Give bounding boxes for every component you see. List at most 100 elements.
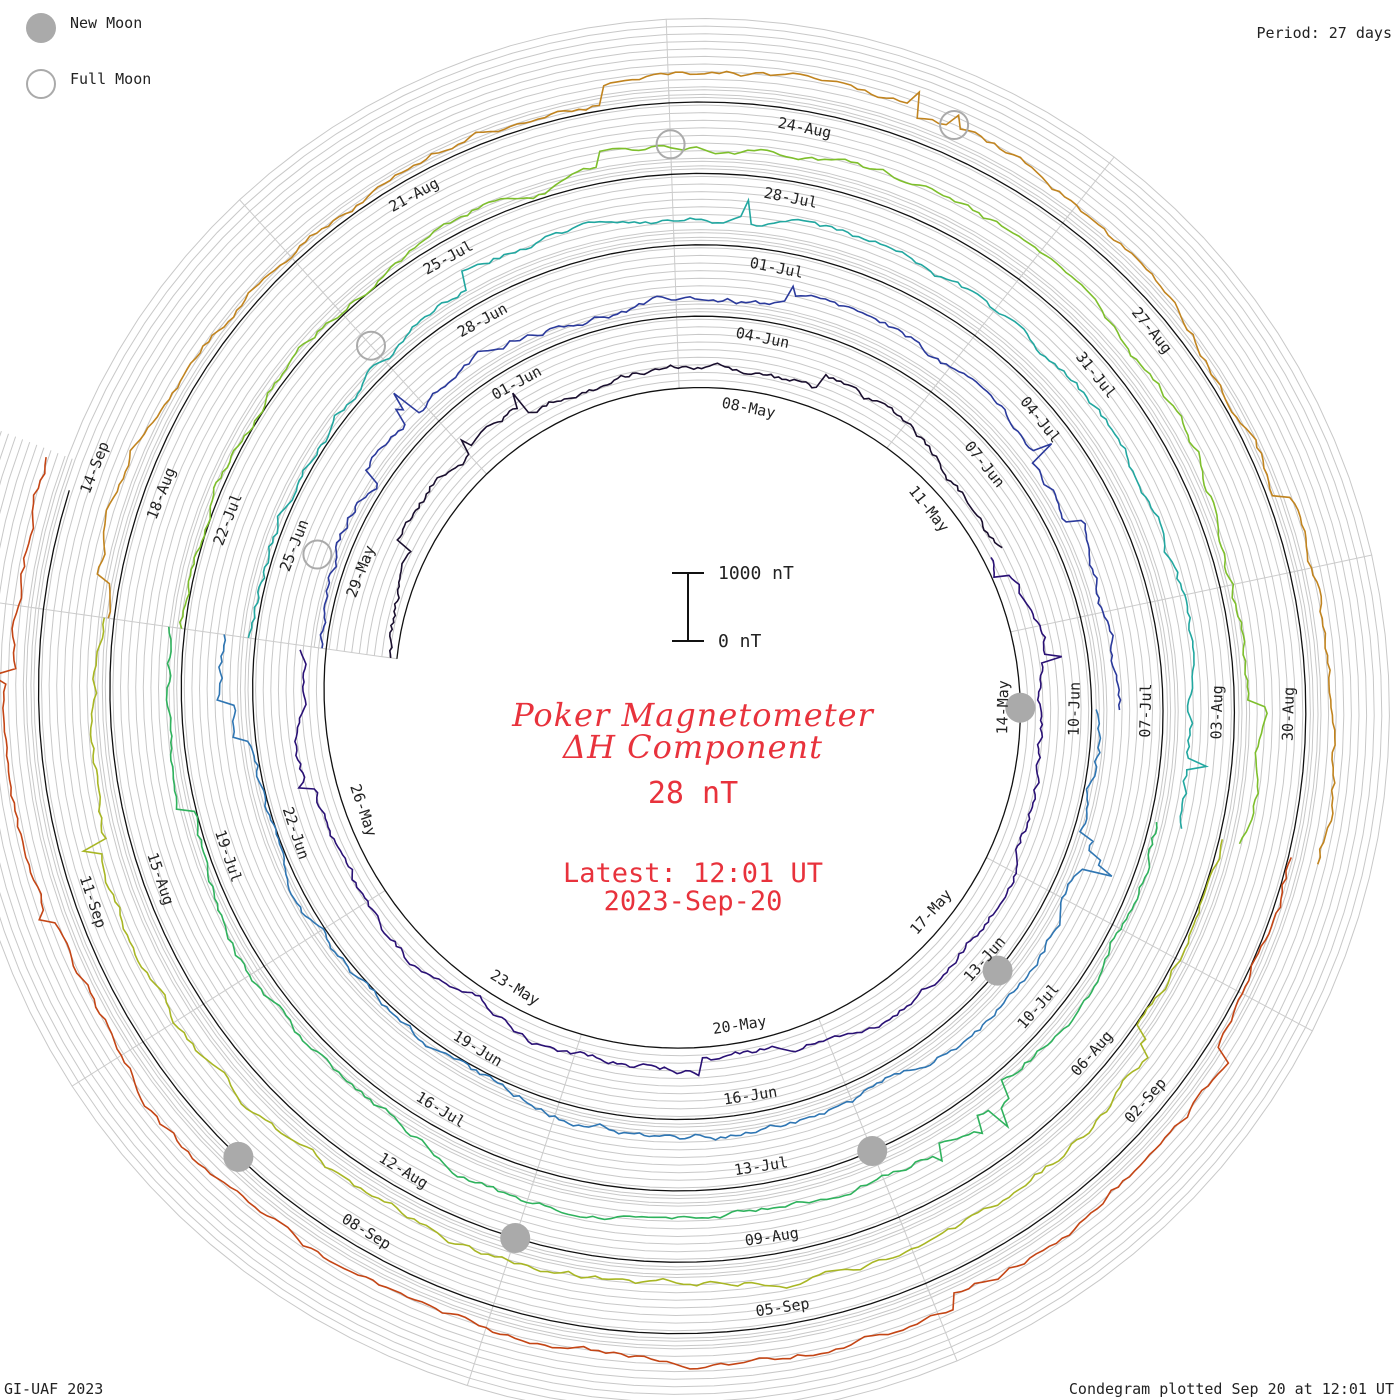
date-label: 30-Aug (1279, 687, 1298, 742)
legend-full-moon-label: Full Moon (70, 70, 152, 88)
day-spoke (898, 1217, 931, 1296)
day-spoke (286, 252, 344, 316)
day-spoke (930, 325, 983, 393)
day-spoke (382, 358, 440, 422)
chart-subtitle: ΔH Component (562, 728, 824, 766)
grid-spiral-7 (0, 48, 1360, 1388)
new-moon-marker (1005, 692, 1036, 723)
date-label: 23-May (487, 966, 543, 1010)
date-label: 16-Jun (722, 1083, 778, 1109)
grid-spiral-6 (0, 55, 1352, 1380)
day-spoke (1289, 554, 1373, 573)
day-spoke (313, 890, 386, 936)
day-spoke (670, 161, 675, 246)
chart-title: Poker Magnetometer (512, 696, 874, 734)
day-spoke (430, 411, 487, 475)
day-spoke (192, 965, 265, 1012)
day-spoke (71, 1041, 144, 1087)
day-spoke (1010, 613, 1093, 633)
grid-spiral-2 (22, 86, 1322, 1350)
date-label: 08-Sep (339, 1210, 395, 1254)
latest-time: Latest: 12:01 UT (562, 858, 824, 889)
scale-top-label: 1000 nT (718, 563, 794, 584)
grid-spiral-9 (0, 33, 1375, 1400)
day-spoke (313, 646, 397, 660)
day-spoke (925, 1283, 958, 1362)
new-moon-marker (857, 1136, 888, 1166)
date-label: 20-May (711, 1012, 767, 1038)
day-spoke (1018, 212, 1071, 280)
new-moon-marker (223, 1141, 254, 1172)
day-spokes (0, 18, 1373, 1386)
day-spoke (886, 381, 939, 449)
new-moon-marker (982, 955, 1013, 986)
grid-spiral-4 (7, 71, 1337, 1365)
day-spoke (242, 636, 327, 650)
date-label: 14-May (993, 680, 1012, 735)
series-turn-4 (216, 634, 1113, 1141)
new-moon-marker (500, 1223, 531, 1253)
grid-spiral-3 (15, 78, 1330, 1357)
series-turn-5 (247, 197, 1209, 829)
period-label: Period: 27 days (1256, 24, 1392, 42)
day-spoke (334, 305, 392, 369)
day-spoke (0, 602, 44, 610)
grid-spiral-1 (30, 93, 1314, 1342)
legend-new-moon-label: New Moon (70, 14, 143, 32)
date-label: 14-Sep (76, 439, 112, 496)
day-spoke (668, 90, 673, 175)
day-spoke (554, 1034, 582, 1115)
series-turn-6 (165, 626, 1158, 1221)
series-turn-3 (319, 284, 1122, 711)
day-spoke (172, 626, 256, 640)
full-moon-marker (655, 129, 686, 160)
series-turn-8 (80, 617, 1224, 1289)
date-label: 16-Jul (413, 1088, 469, 1132)
grid-spiral-5 (0, 63, 1345, 1373)
plotted-timestamp: Condegram plotted Sep 20 at 12:01 UT (1068, 1380, 1394, 1398)
grid-rings (0, 17, 1390, 1400)
full-moon-icon (26, 69, 56, 99)
series-turn-7 (178, 144, 1268, 845)
day-spoke (1238, 991, 1313, 1032)
data-series (0, 70, 1336, 1370)
date-label: 22-Jul (209, 491, 245, 548)
day-spoke (986, 857, 1061, 898)
date-label: 19-Jun (450, 1027, 506, 1071)
day-spoke (101, 616, 185, 630)
day-spoke (238, 199, 296, 263)
date-label: 12-Aug (376, 1149, 432, 1193)
series-turn-10 (0, 456, 1293, 1370)
series-turn-9 (96, 70, 1336, 865)
day-spoke (132, 1003, 204, 1049)
grid-spiral-8 (0, 40, 1368, 1395)
full-moon-marker (939, 110, 970, 140)
date-label: 05-Sep (754, 1294, 810, 1320)
full-moon-marker (356, 330, 386, 361)
day-spoke (1062, 156, 1115, 224)
baseline-spiral-path (37, 101, 1307, 1335)
day-spoke (818, 1018, 851, 1097)
date-label: 09-Aug (744, 1224, 800, 1250)
series-turn-1 (388, 362, 1003, 658)
full-moon-marker (302, 539, 333, 570)
day-spoke (974, 268, 1027, 336)
day-spoke (30, 606, 115, 620)
scale-bar (672, 572, 704, 642)
date-label: 18-Aug (143, 465, 179, 522)
date-label: 29-May (342, 543, 378, 600)
new-moon-icon (26, 13, 56, 43)
day-spoke (1080, 599, 1163, 618)
scale-bottom-label: 0 nT (718, 631, 762, 652)
credit-label: GI-UAF 2023 (4, 1380, 104, 1398)
day-spoke (673, 232, 678, 318)
date-label: 10-Jun (1065, 682, 1084, 737)
current-value: 28 nT (647, 776, 739, 811)
date-label: 07-Jul (1136, 683, 1155, 738)
moon-markers (223, 110, 1036, 1253)
day-spoke (1112, 924, 1187, 965)
grid-spiral-11 (0, 17, 1390, 1400)
day-spoke (675, 304, 680, 389)
day-spoke (253, 927, 325, 974)
